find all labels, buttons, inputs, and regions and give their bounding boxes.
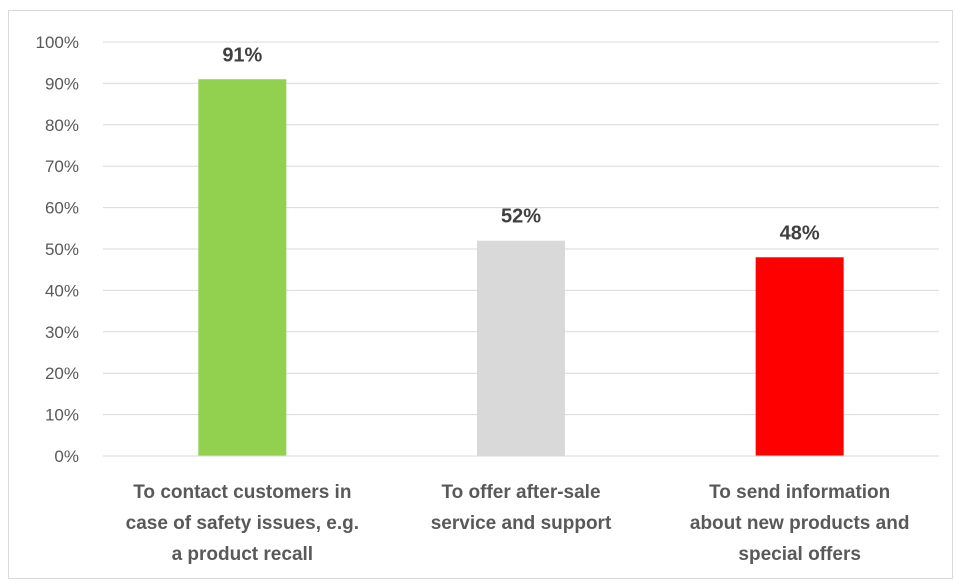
- y-tick-label: 20%: [45, 364, 79, 383]
- category-label: To offer after-sale service and support: [431, 482, 612, 534]
- bar: [755, 257, 844, 456]
- y-tick-label: 80%: [45, 116, 79, 135]
- bar: [198, 79, 287, 456]
- category-label: To contact customers in case of safety is…: [126, 482, 359, 565]
- data-label: 91%: [222, 44, 262, 66]
- y-tick-label: 40%: [45, 281, 79, 300]
- y-tick-label: 100%: [36, 33, 79, 52]
- y-tick-label: 50%: [45, 240, 79, 259]
- y-tick-label: 60%: [45, 199, 79, 218]
- y-tick-label: 10%: [45, 406, 79, 425]
- data-label: 52%: [501, 206, 541, 228]
- bar: [477, 240, 565, 456]
- y-tick-label: 0%: [54, 447, 79, 466]
- bars: [198, 79, 844, 456]
- y-tick-label: 30%: [45, 323, 79, 342]
- y-axis-tick-labels: 0% 10% 20% 30% 40% 50% 60% 70% 80% 90% 100%: [36, 33, 79, 466]
- data-label: 48%: [780, 222, 820, 244]
- category-label: To send information about new products an…: [690, 482, 910, 565]
- data-labels: 91% 52% 48%: [222, 44, 820, 244]
- y-tick-label: 70%: [45, 157, 79, 176]
- y-tick-label: 90%: [45, 74, 79, 93]
- category-labels: To contact customers in case of safety is…: [126, 482, 910, 565]
